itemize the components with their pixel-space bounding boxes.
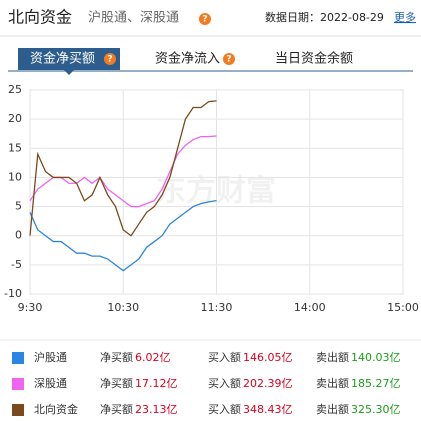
help-icon[interactable]: ?	[107, 55, 112, 65]
tab[interactable]: 资金净流入	[155, 51, 220, 67]
legend-label: 沪股通	[34, 350, 67, 364]
summary-value: 185.27亿	[351, 377, 401, 390]
summary-header: 净买额	[100, 376, 133, 390]
x-tick-label: 9:30	[18, 301, 43, 314]
y-tick-label: 15	[8, 141, 22, 154]
help-icon[interactable]: ?	[226, 55, 231, 65]
summary-header: 买入额	[208, 351, 241, 364]
summary-value: 6.02亿	[135, 351, 171, 364]
more-link[interactable]: 更多	[394, 10, 416, 24]
y-tick-label: 0	[15, 229, 22, 242]
y-tick-label: -5	[11, 258, 22, 271]
title: 北向资金	[8, 8, 72, 27]
legend-swatch	[12, 404, 24, 416]
y-tick-label: 10	[8, 170, 22, 183]
x-tick-label: 11:30	[201, 301, 233, 314]
legend-swatch	[12, 352, 24, 364]
help-icon-bg	[104, 53, 116, 65]
help-icon[interactable]: ?	[202, 15, 207, 25]
date-label: 数据日期：2022-08-29	[265, 10, 384, 24]
help-icon-bg	[199, 13, 211, 25]
series-line	[29, 100, 217, 237]
summary-header: 买入额	[208, 377, 241, 390]
summary-value: 348.43亿	[243, 403, 293, 416]
summary-value: 202.39亿	[243, 377, 293, 390]
summary-value: 140.03亿	[351, 351, 401, 364]
summary-header: 卖出额	[316, 376, 349, 390]
y-tick-label: 25	[8, 83, 22, 96]
summary-header: 净买额	[100, 350, 133, 364]
subtitle: 沪股通、深股通	[88, 10, 179, 26]
summary-value: 17.12亿	[135, 377, 178, 390]
legend-label: 深股通	[34, 377, 67, 390]
legend-swatch	[12, 378, 24, 390]
summary-value: 325.30亿	[351, 403, 401, 416]
active-tab-bg	[18, 48, 120, 70]
summary-header: 卖出额	[316, 350, 349, 364]
summary-header: 净买额	[100, 402, 133, 416]
tab[interactable]: 当日资金余额	[275, 51, 353, 67]
summary-header: 卖出额	[316, 402, 349, 416]
summary-value: 23.13亿	[135, 403, 178, 416]
tab[interactable]: 资金净买额	[30, 51, 95, 67]
summary-header: 买入额	[208, 403, 241, 416]
y-tick-label: -10	[4, 287, 22, 300]
x-tick-label: 10:30	[107, 301, 139, 314]
y-tick-label: 5	[15, 200, 22, 213]
legend-label: 北向资金	[34, 402, 78, 416]
x-tick-label: 15:00	[387, 301, 419, 314]
summary-value: 146.05亿	[243, 351, 293, 364]
x-tick-label: 14:00	[294, 301, 326, 314]
series-line	[29, 199, 217, 272]
help-icon-bg	[223, 53, 235, 65]
y-tick-label: 20	[8, 112, 22, 125]
